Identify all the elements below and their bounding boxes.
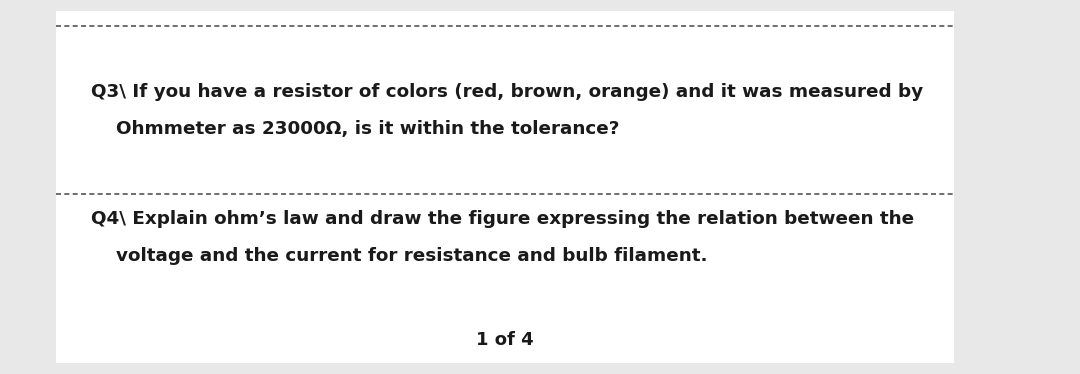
Text: voltage and the current for resistance and bulb filament.: voltage and the current for resistance a…	[116, 247, 707, 265]
Text: 1 of 4: 1 of 4	[476, 331, 534, 349]
Text: Q4\ Explain ohm’s law and draw the figure expressing the relation between the: Q4\ Explain ohm’s law and draw the figur…	[91, 210, 914, 228]
Text: Q3\ If you have a resistor of colors (red, brown, orange) and it was measured by: Q3\ If you have a resistor of colors (re…	[91, 83, 923, 101]
Text: Ohmmeter as 23000Ω, is it within the tolerance?: Ohmmeter as 23000Ω, is it within the tol…	[116, 120, 620, 138]
FancyBboxPatch shape	[55, 11, 954, 363]
